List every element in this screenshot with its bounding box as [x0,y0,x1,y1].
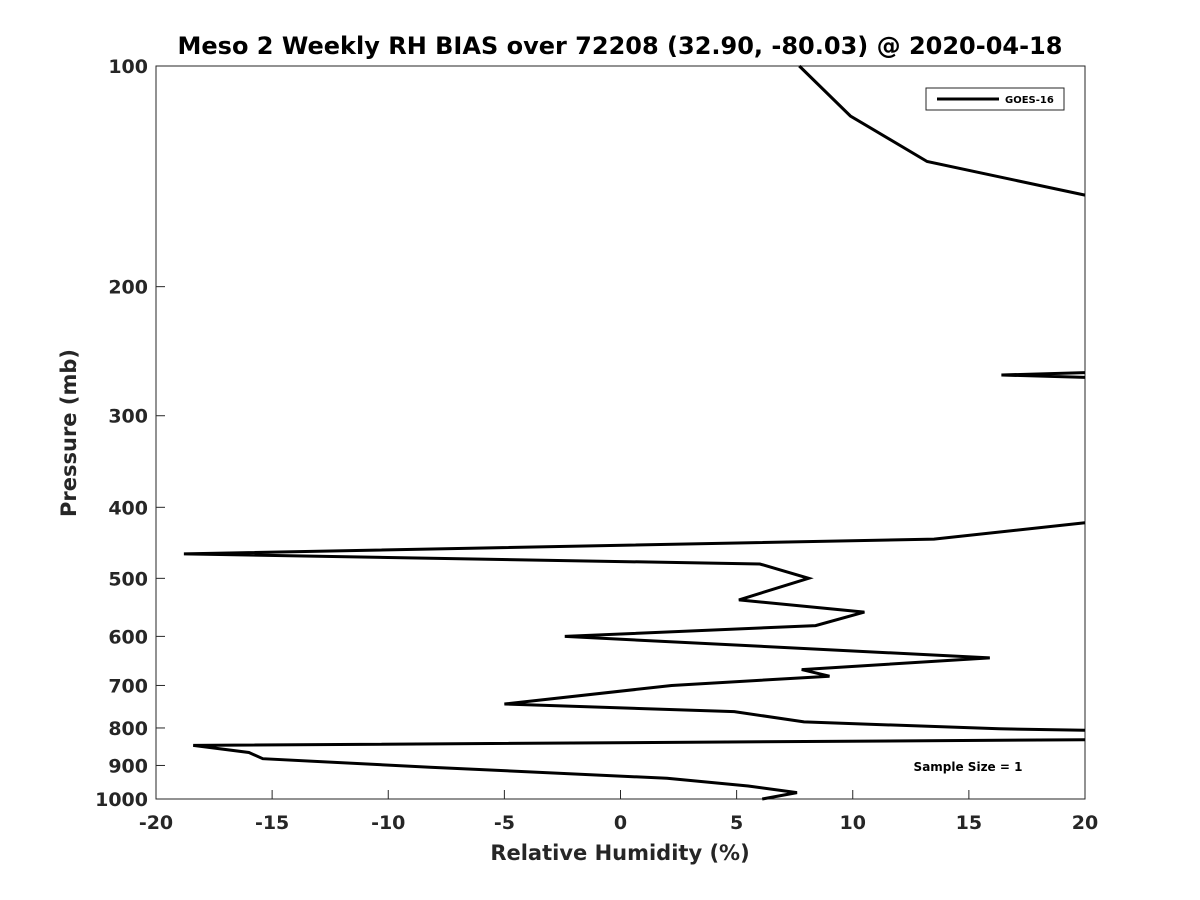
y-tick-label: 400 [108,497,148,519]
series-line-segment [193,738,1086,801]
x-tick-label: 5 [730,812,743,834]
x-axis-ticks: -20 -15 -10 -5 0 5 10 15 20 [139,790,1098,834]
y-tick-label: 900 [108,755,148,777]
y-axis-ticks: 100 200 300 400 500 600 700 800 900 1000 [95,56,165,811]
x-tick-label: -15 [255,812,289,834]
y-tick-label: 500 [108,568,148,590]
y-tick-label: 200 [108,277,148,299]
plot-frame [155,65,1086,800]
x-tick-label: -20 [139,812,173,834]
x-axis-label: Relative Humidity (%) [490,841,749,865]
x-tick-label: 0 [614,812,627,834]
y-tick-label: 100 [108,56,148,78]
series-line-segment [798,64,1086,197]
chart-title: Meso 2 Weekly RH BIAS over 72208 (32.90,… [178,32,1063,60]
x-tick-label: -10 [371,812,405,834]
x-tick-label: 15 [956,812,982,834]
series-layer [183,64,1086,801]
x-tick-label: -5 [494,812,515,834]
x-tick-label: 20 [1072,812,1098,834]
y-tick-label: 1000 [95,789,148,811]
x-tick-label: 10 [840,812,866,834]
series-line-segment [1001,371,1086,379]
y-tick-label: 600 [108,626,148,648]
y-tick-label: 300 [108,406,148,428]
y-tick-label: 700 [108,675,148,697]
y-axis-label: Pressure (mb) [57,349,81,517]
sample-size-annotation: Sample Size = 1 [914,760,1023,774]
legend: GOES-16 [925,87,1065,111]
series-line-segment [183,521,1086,732]
y-tick-label: 800 [108,718,148,740]
legend-label: GOES-16 [1005,95,1054,106]
